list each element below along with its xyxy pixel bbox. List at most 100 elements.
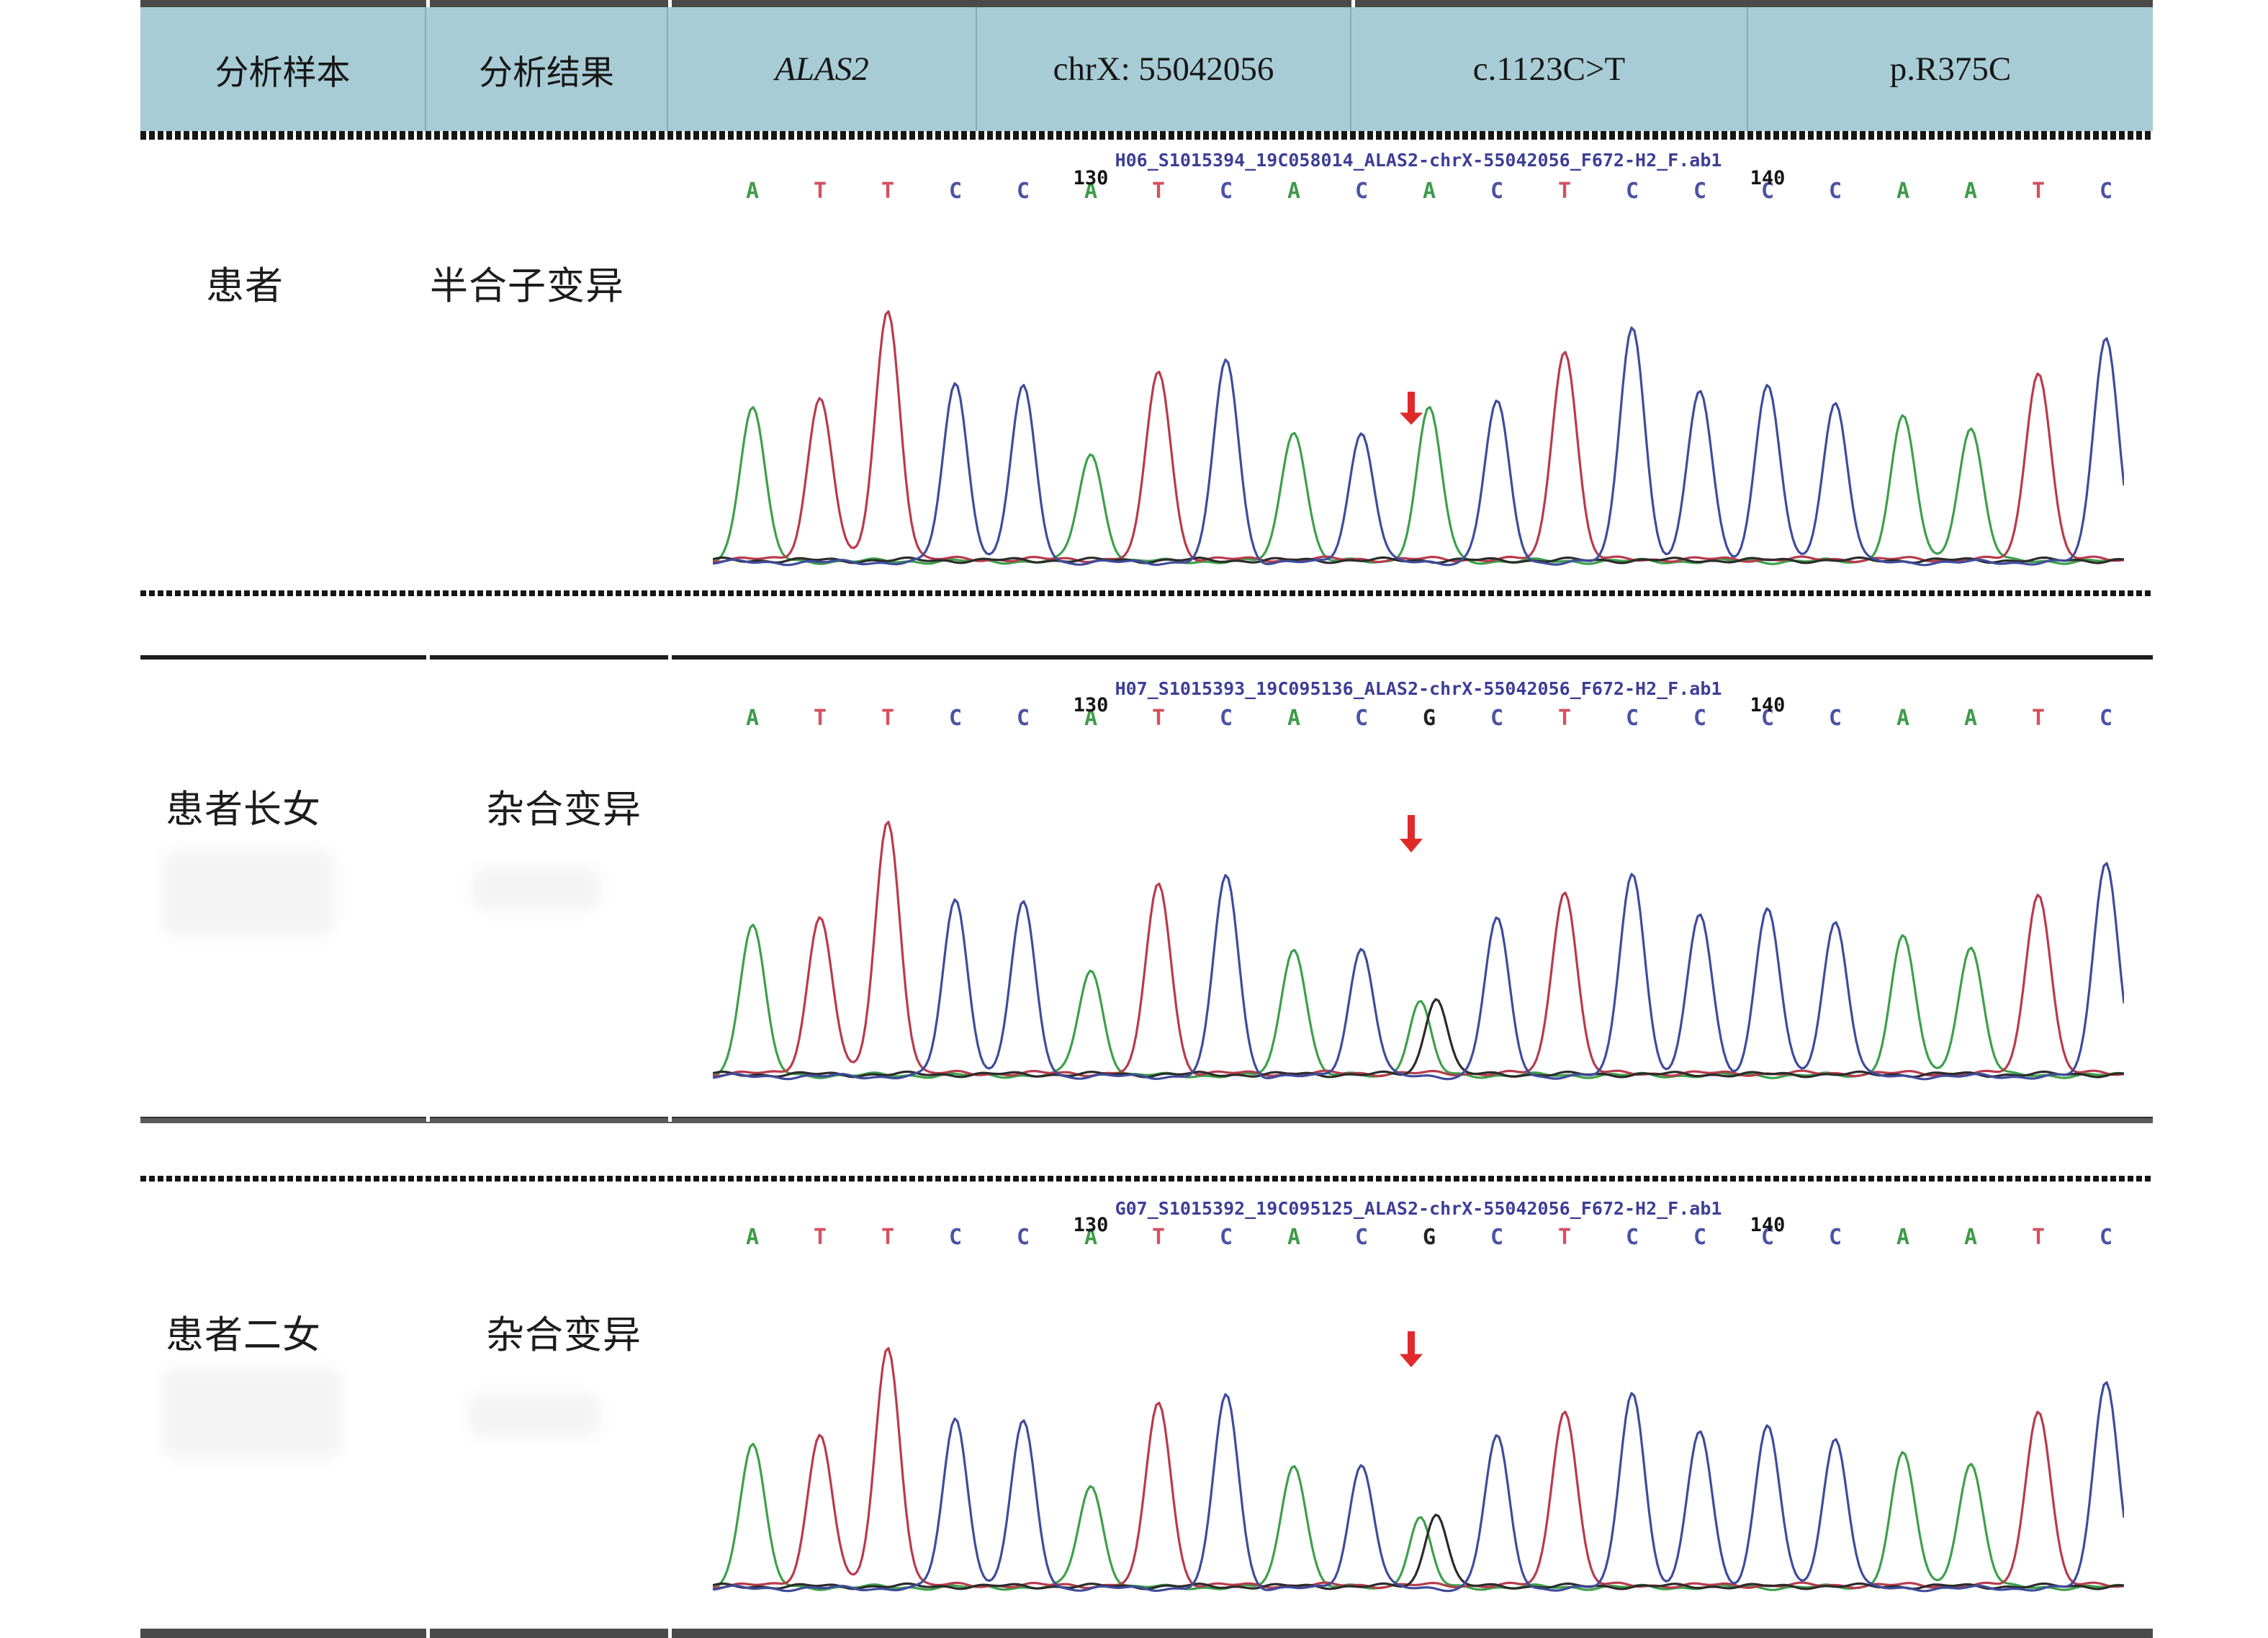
base-call: C bbox=[1828, 706, 1842, 731]
header-cell-position: chrX: 55042056 bbox=[977, 7, 1351, 131]
base-call: A bbox=[745, 706, 760, 731]
base-call: C bbox=[1625, 706, 1639, 731]
base-call: A bbox=[745, 1225, 760, 1250]
base-call: T bbox=[2031, 179, 2046, 204]
header-label-gene: ALAS2 bbox=[775, 50, 869, 88]
header-label-sample: 分析样本 bbox=[215, 54, 351, 92]
base-call: T bbox=[1557, 706, 1572, 731]
table-top-border bbox=[140, 0, 2153, 7]
variant-arrow-icon bbox=[1400, 815, 1423, 852]
base-call: C bbox=[2099, 179, 2113, 204]
border-gap bbox=[426, 1629, 430, 1638]
base-call: T bbox=[2031, 706, 2046, 731]
dashed-divider bbox=[140, 590, 2153, 596]
sample-label-row2: 患者长女 bbox=[166, 789, 321, 831]
base-call: A bbox=[1896, 1225, 1910, 1250]
base-call: C bbox=[1219, 1225, 1233, 1250]
base-call: A bbox=[1963, 1225, 1978, 1250]
header-label-position: chrX: 55042056 bbox=[1053, 50, 1274, 88]
header-cell-sample: 分析样本 bbox=[140, 7, 426, 131]
base-call: T bbox=[813, 1225, 827, 1250]
base-call: T bbox=[881, 706, 895, 731]
header-label-protein: p.R375C bbox=[1889, 50, 2012, 88]
base-call: A bbox=[745, 179, 760, 204]
base-call: C bbox=[1016, 179, 1030, 204]
base-call: C bbox=[2099, 1225, 2113, 1250]
header-cell-result: 分析结果 bbox=[426, 7, 668, 131]
base-call: T bbox=[1151, 179, 1166, 204]
base-call: A bbox=[1422, 179, 1436, 204]
header-cell-gene: ALAS2 bbox=[668, 7, 977, 131]
base-call: C bbox=[1693, 1225, 1707, 1250]
base-call: G bbox=[1422, 706, 1436, 731]
base-call: C bbox=[1625, 179, 1639, 204]
base-call: C bbox=[2099, 706, 2113, 731]
base-call: G bbox=[1422, 1225, 1436, 1250]
border-gap bbox=[426, 0, 430, 7]
trace-title: H07_S1015393_19C095136_ALAS2-chrX-550420… bbox=[1115, 678, 1722, 699]
base-call: T bbox=[881, 179, 895, 204]
variant-arrow-icon bbox=[1400, 1331, 1423, 1367]
result-label-row2: 杂合变异 bbox=[486, 789, 642, 831]
trace-title: H06_S1015394_19C058014_ALAS2-chrX-550420… bbox=[1115, 150, 1722, 171]
base-call: T bbox=[881, 1225, 895, 1250]
base-call: T bbox=[2031, 1225, 2046, 1250]
base-call: A bbox=[1963, 179, 1978, 204]
base-call: T bbox=[1151, 1225, 1166, 1250]
table-bottom-border bbox=[140, 1629, 2153, 1638]
chromatogram-trace bbox=[713, 821, 2124, 1081]
row-divider bbox=[140, 655, 2153, 660]
faded-watermark bbox=[472, 868, 601, 911]
faded-watermark bbox=[162, 850, 335, 936]
row-divider bbox=[140, 1117, 2153, 1123]
faded-watermark bbox=[162, 1368, 342, 1458]
base-call: T bbox=[1557, 1225, 1572, 1250]
sample-label-row3: 患者二女 bbox=[166, 1315, 321, 1356]
base-call: C bbox=[1828, 179, 1842, 204]
base-call: A bbox=[1287, 179, 1301, 204]
base-call: C bbox=[1490, 1225, 1504, 1250]
header-label-cdna: c.1123C>T bbox=[1472, 50, 1626, 88]
dashed-divider bbox=[140, 1176, 2153, 1182]
base-call: A bbox=[1084, 1225, 1098, 1250]
border-gap bbox=[1351, 0, 1355, 7]
base-call: T bbox=[1151, 706, 1166, 731]
chromatogram-trace bbox=[713, 1346, 2124, 1593]
dashed-divider bbox=[140, 131, 2153, 140]
base-call: C bbox=[1693, 179, 1707, 204]
base-call: A bbox=[1963, 706, 1978, 731]
result-label-row3: 杂合变异 bbox=[486, 1315, 642, 1356]
base-call: C bbox=[1760, 1225, 1775, 1250]
base-call: C bbox=[1625, 1225, 1639, 1250]
base-call: T bbox=[813, 179, 827, 204]
base-call: C bbox=[948, 1225, 963, 1250]
base-call: T bbox=[1557, 179, 1572, 204]
sample-label-row1: 患者 bbox=[206, 266, 284, 307]
base-call: C bbox=[1354, 706, 1369, 731]
base-call: C bbox=[1354, 1225, 1369, 1250]
base-call: C bbox=[1693, 706, 1707, 731]
base-call: C bbox=[1760, 706, 1775, 731]
result-label-row1: 半合子变异 bbox=[430, 266, 624, 307]
base-call: A bbox=[1896, 706, 1910, 731]
header-cell-cdna: c.1123C>T bbox=[1351, 7, 1748, 131]
base-call: T bbox=[813, 706, 827, 731]
header-label-result: 分析结果 bbox=[479, 54, 614, 92]
variant-arrow-icon bbox=[1400, 392, 1423, 425]
base-call: A bbox=[1287, 706, 1301, 731]
base-call: C bbox=[948, 706, 963, 731]
base-call: C bbox=[1016, 706, 1030, 731]
base-call: C bbox=[1760, 179, 1775, 204]
base-call: C bbox=[1016, 1225, 1030, 1250]
border-gap bbox=[668, 1629, 672, 1638]
base-call: A bbox=[1084, 179, 1098, 204]
base-call: C bbox=[1490, 179, 1504, 204]
base-call: C bbox=[1219, 179, 1233, 204]
base-call: C bbox=[1219, 706, 1233, 731]
base-call: C bbox=[948, 179, 963, 204]
border-gap bbox=[426, 1115, 430, 1122]
base-call: C bbox=[1828, 1225, 1842, 1250]
header-cell-protein: p.R375C bbox=[1748, 7, 2153, 131]
border-gap bbox=[426, 655, 430, 660]
